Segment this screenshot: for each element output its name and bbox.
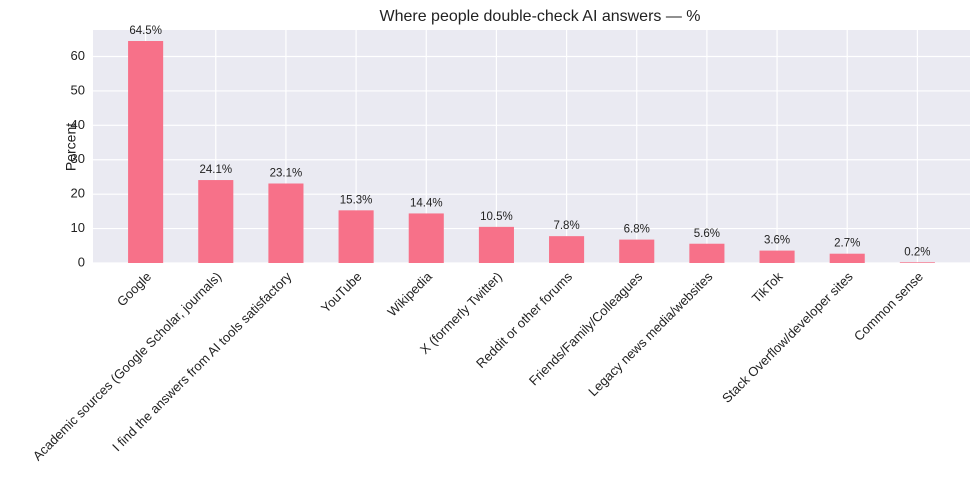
- x-tick-label: Legacy news media/websites: [585, 269, 716, 400]
- value-label: 0.2%: [904, 246, 930, 258]
- bar: [829, 253, 865, 263]
- value-label: 15.3%: [340, 194, 373, 206]
- y-tick-label: 60: [71, 48, 85, 63]
- bar: [619, 239, 655, 263]
- x-tick-label: TikTok: [749, 269, 786, 306]
- x-tick-label: Wikipedia: [384, 268, 435, 319]
- y-tick-label: 20: [71, 186, 85, 201]
- bar: [689, 243, 725, 263]
- bar: [128, 41, 164, 264]
- y-tick-label: 10: [71, 220, 85, 235]
- chart-title: Where people double-check AI answers — %: [379, 8, 700, 25]
- value-label: 14.4%: [410, 197, 443, 209]
- value-label: 23.1%: [270, 168, 303, 180]
- bar: [408, 213, 444, 263]
- x-tick-label: Common sense: [851, 269, 926, 344]
- x-tick-label: Stack Overflow/developer sites: [719, 269, 856, 406]
- bar: [549, 236, 585, 263]
- value-label: 2.7%: [834, 238, 860, 250]
- value-label: 5.6%: [694, 228, 720, 240]
- y-axis-label: Percent: [63, 123, 79, 171]
- y-tick-label: 50: [71, 82, 85, 97]
- bar: [759, 250, 795, 263]
- x-tick-label: YouTube: [318, 269, 365, 316]
- x-tick-label: Friends/Family/Colleagues: [526, 269, 646, 389]
- bar: [338, 210, 374, 263]
- y-tick-label: 0: [78, 254, 85, 269]
- value-label: 10.5%: [480, 211, 513, 223]
- bar: [899, 262, 935, 263]
- y-tick-label: 40: [71, 117, 85, 132]
- y-tick-label: 30: [71, 151, 85, 166]
- bar: [478, 226, 514, 263]
- bar: [268, 183, 304, 263]
- value-label: 3.6%: [764, 235, 790, 247]
- x-tick-label: Google: [114, 269, 154, 309]
- value-label: 6.8%: [624, 224, 650, 236]
- value-label: 24.1%: [199, 164, 232, 176]
- value-label: 64.5%: [129, 25, 162, 37]
- plot-area: [93, 30, 970, 263]
- bar: [198, 180, 234, 263]
- value-label: 7.8%: [553, 220, 579, 232]
